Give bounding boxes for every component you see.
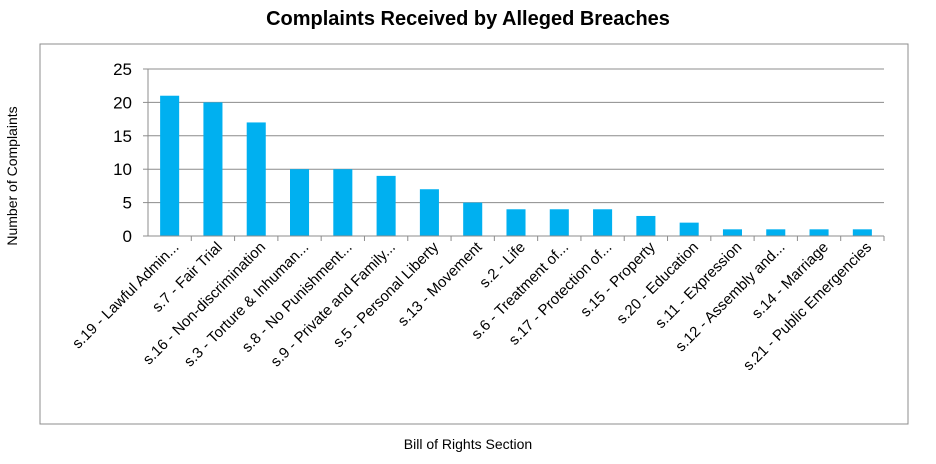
- y-tick-label: 5: [123, 194, 132, 213]
- bar: [636, 215, 656, 236]
- chart-title: Complaints Received by Alleged Breaches: [266, 8, 670, 30]
- x-tick-label: s.14 - Marriage: [749, 239, 832, 322]
- plot-frame: [39, 43, 909, 425]
- bar: [246, 122, 266, 236]
- bar: [722, 229, 742, 236]
- bar: [679, 222, 699, 236]
- bar: [333, 169, 353, 236]
- x-axis-label: Bill of Rights Section: [403, 436, 533, 452]
- x-tick-label: s.15 - Property: [577, 238, 659, 320]
- bar: [463, 202, 483, 236]
- bar: [766, 229, 786, 236]
- y-axis-label-wrap: Number of Complaints: [4, 106, 32, 245]
- y-axis-label: Number of Complaints: [4, 106, 20, 246]
- bar: [290, 169, 310, 236]
- bar: [809, 229, 829, 236]
- y-tick-label: 10: [113, 160, 132, 179]
- y-tick-label: 15: [113, 127, 132, 146]
- bar: [419, 189, 439, 236]
- bar: [203, 102, 223, 237]
- y-tick-label: 20: [113, 93, 132, 112]
- bar: [376, 175, 396, 236]
- bar: [160, 95, 180, 236]
- bar: [506, 209, 526, 236]
- bar: [549, 209, 569, 236]
- bar: [593, 209, 613, 236]
- y-tick-label: 0: [123, 227, 132, 246]
- y-tick-label: 25: [113, 60, 132, 79]
- bar: [852, 229, 872, 236]
